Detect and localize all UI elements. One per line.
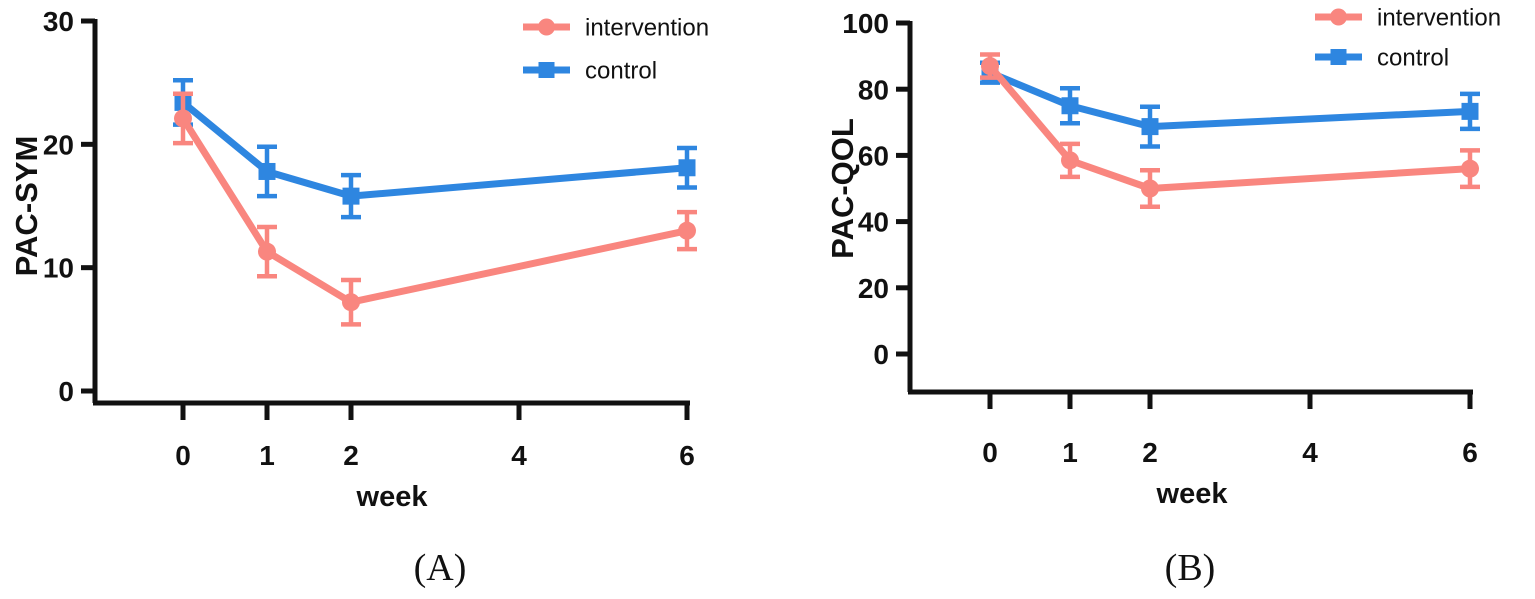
legend-marker-circle	[1330, 8, 1347, 26]
y-tick-label: 20	[43, 129, 74, 160]
pac-qol-chart: 0 20 40 60 80 100 0 1 2 4 6 PAC-QOL week intervention…	[825, 5, 1501, 510]
x-axis-ticks: 0 1 2 4 6	[982, 392, 1478, 468]
legend-marker-circle	[538, 18, 555, 36]
x-tick-label: 2	[343, 440, 359, 471]
x-tick-label: 4	[511, 440, 527, 471]
legend-marker-square	[538, 62, 555, 78]
legend: intervention control	[523, 15, 709, 85]
y-tick-label: 30	[43, 6, 74, 37]
legend-item-intervention: intervention	[1315, 5, 1501, 32]
y-axis-ticks: 0 20 40 60 80 100	[842, 8, 910, 370]
series-line-intervention	[180, 116, 688, 306]
series-control	[980, 60, 1480, 149]
y-axis-title: PAC-SYM	[9, 136, 44, 277]
y-tick-label: 100	[842, 8, 889, 39]
legend-item-control: control	[1315, 45, 1449, 72]
x-axis-ticks: 0 1 2 4 6	[175, 403, 695, 471]
marker-circle	[1461, 159, 1479, 178]
marker-square	[1141, 118, 1159, 136]
legend-label: intervention	[585, 15, 709, 42]
legend-label: control	[585, 58, 657, 85]
x-tick-label: 1	[1062, 437, 1078, 468]
legend-item-intervention: intervention	[523, 15, 709, 42]
y-axis-title: PAC-QOL	[825, 118, 860, 259]
y-tick-label: 80	[858, 74, 889, 105]
x-tick-label: 0	[175, 440, 191, 471]
y-tick-label: 0	[873, 339, 889, 370]
panel-label-b: (B)	[1164, 547, 1216, 589]
x-tick-label: 2	[1142, 437, 1158, 468]
legend-marker-square	[1330, 49, 1347, 65]
marker-circle	[342, 293, 360, 312]
marker-circle	[258, 242, 276, 261]
series-intervention	[980, 52, 1480, 209]
x-tick-label: 1	[259, 440, 275, 471]
marker-square	[258, 162, 276, 180]
x-tick-label: 4	[1302, 437, 1318, 468]
y-tick-label: 10	[43, 253, 74, 284]
legend: intervention control	[1315, 5, 1501, 72]
axes	[907, 21, 1473, 395]
y-axis-ticks: 0 10 20 30	[43, 6, 95, 407]
marker-square	[342, 187, 360, 205]
legend-item-control: control	[523, 58, 657, 85]
axes	[92, 19, 690, 406]
series-line-control	[988, 69, 1471, 131]
series-line-control	[180, 99, 688, 200]
marker-circle	[174, 109, 192, 128]
y-tick-label: 60	[858, 140, 889, 171]
y-tick-label: 0	[58, 376, 74, 407]
y-tick-label: 20	[858, 273, 889, 304]
pac-sym-chart: 0 10 20 30 0 1 2 4 6 PAC-SYM week intervention contr…	[9, 6, 709, 513]
marker-circle	[981, 57, 999, 76]
series-control	[173, 77, 697, 220]
marker-square	[1461, 102, 1479, 120]
marker-square	[678, 159, 696, 177]
marker-circle	[678, 221, 696, 240]
marker-circle	[1061, 151, 1079, 170]
x-tick-label: 0	[982, 437, 998, 468]
panel-label-a: (A)	[413, 547, 467, 589]
marker-circle	[1141, 179, 1159, 198]
x-axis-title: week	[356, 481, 429, 513]
x-axis-title: week	[1156, 478, 1229, 510]
legend-label: control	[1377, 45, 1449, 72]
x-tick-label: 6	[679, 440, 695, 471]
legend-label: intervention	[1377, 5, 1501, 32]
series-line-intervention	[987, 63, 1471, 192]
marker-square	[1061, 97, 1079, 115]
y-tick-label: 40	[858, 207, 889, 238]
x-tick-label: 6	[1462, 437, 1478, 468]
series-intervention	[173, 91, 697, 327]
